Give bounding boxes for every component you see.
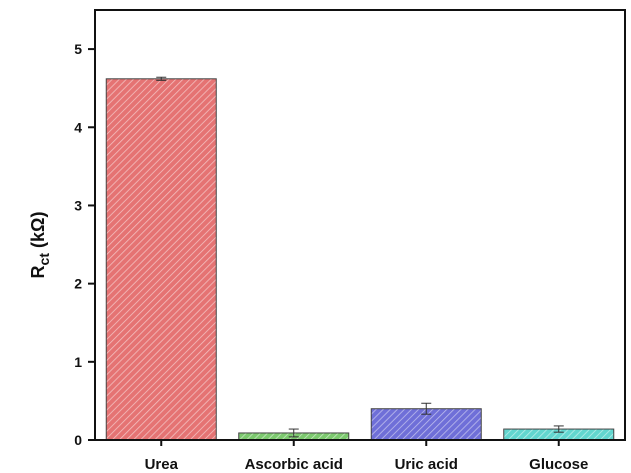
y-tick-label: 2 <box>74 276 82 292</box>
error-bar-urea <box>156 76 167 81</box>
x-tick-label: Ascorbic acid <box>245 456 343 473</box>
y-axis-title: Rct (kΩ) <box>28 212 52 279</box>
bars-layer <box>105 76 615 441</box>
x-tick-label: Glucose <box>529 456 588 473</box>
y-tick-label: 4 <box>74 119 82 135</box>
bar-urea <box>105 78 217 441</box>
axes-layer: Urea Ascorbic acid Uric acid Glucose 0 1 2 3 4 5 <box>74 9 626 473</box>
y-tick-label: 0 <box>74 432 82 448</box>
x-tick-label: Uric acid <box>395 456 458 473</box>
y-tick-label: 3 <box>74 197 82 213</box>
plot-frame <box>94 9 626 441</box>
y-tick-label: 5 <box>74 41 82 57</box>
error-bar-uric-acid <box>421 402 432 415</box>
y-tick-label: 1 <box>74 354 82 370</box>
error-bar-glucose <box>553 425 564 433</box>
error-bar-ascorbic-acid <box>288 428 299 438</box>
x-tick-label: Urea <box>145 456 179 473</box>
